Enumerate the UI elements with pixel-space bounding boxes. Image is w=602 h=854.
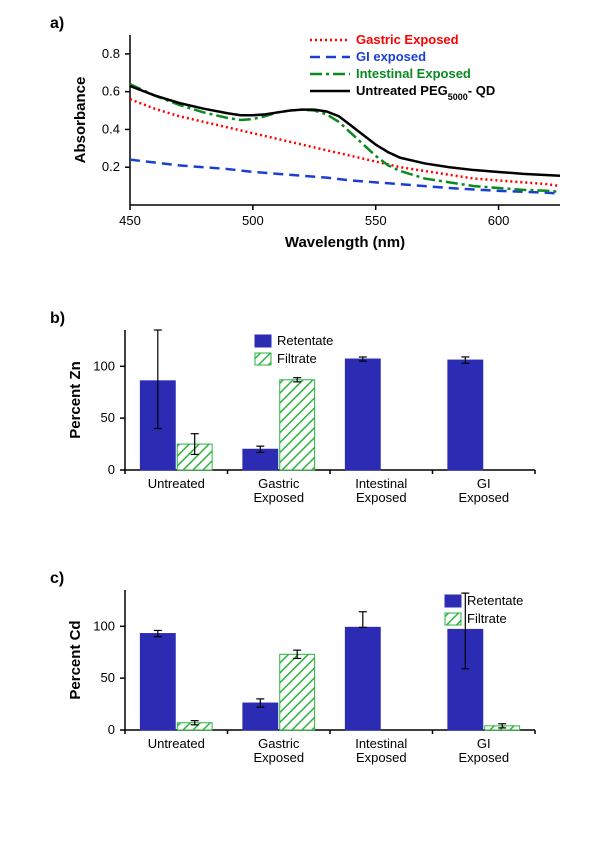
svg-text:Gastric: Gastric [258, 476, 300, 491]
legend: Gastric Exposed GI exposed Intestinal Expo… [310, 32, 495, 102]
svg-text:Absorbance: Absorbance [72, 77, 89, 164]
svg-text:Untreated: Untreated [148, 476, 205, 491]
panel-a: a) 4505005506000.20.40.60.8Wavelength (n… [20, 20, 582, 280]
panel-a-label: a) [50, 15, 64, 33]
svg-text:450: 450 [119, 213, 141, 228]
series-untreated-peg5000-qd [130, 86, 560, 176]
svg-text:Percent Cd: Percent Cd [67, 620, 84, 699]
svg-text:Retentate: Retentate [277, 333, 333, 348]
svg-text:Untreated PEG5000- QD: Untreated PEG5000- QD [356, 83, 495, 102]
svg-text:Gastric Exposed: Gastric Exposed [356, 32, 459, 47]
percent-cd-chart: 050100Percent CdUntreatedGastricExposedI… [55, 570, 575, 795]
bar-filtrate-1 [280, 654, 315, 730]
bar-filtrate-1 [280, 380, 315, 470]
svg-text:0.4: 0.4 [102, 121, 120, 136]
svg-text:0.2: 0.2 [102, 159, 120, 174]
svg-text:0: 0 [108, 722, 115, 737]
series-gastric-exposed [130, 99, 560, 186]
svg-text:Exposed: Exposed [458, 490, 509, 505]
svg-text:0.6: 0.6 [102, 84, 120, 99]
svg-text:100: 100 [93, 358, 115, 373]
panel-b-label: b) [50, 310, 65, 328]
svg-text:Filtrate: Filtrate [277, 351, 317, 366]
svg-text:500: 500 [242, 213, 264, 228]
svg-text:Percent Zn: Percent Zn [67, 361, 84, 439]
svg-text:Filtrate: Filtrate [467, 611, 507, 626]
svg-text:Intestinal: Intestinal [355, 476, 407, 491]
percent-zn-chart: 050100Percent ZnUntreatedGastricExposedI… [55, 310, 575, 535]
legend: Retentate Filtrate [255, 333, 333, 366]
svg-text:0.8: 0.8 [102, 46, 120, 61]
svg-text:Intestinal: Intestinal [355, 736, 407, 751]
svg-text:600: 600 [488, 213, 510, 228]
series-intestinal-exposed [130, 84, 560, 192]
bar-retentate-0 [140, 634, 175, 730]
panel-c-label: c) [50, 570, 64, 588]
bar-retentate-3 [448, 360, 483, 470]
svg-text:Exposed: Exposed [356, 750, 407, 765]
svg-text:Wavelength (nm): Wavelength (nm) [285, 234, 405, 251]
svg-text:50: 50 [101, 410, 115, 425]
panel-c: c) 050100Percent CdUntreatedGastricExpos… [20, 570, 582, 800]
svg-text:Exposed: Exposed [253, 490, 304, 505]
svg-text:Untreated: Untreated [148, 736, 205, 751]
svg-text:100: 100 [93, 618, 115, 633]
bar-retentate-2 [345, 359, 380, 470]
svg-text:Exposed: Exposed [458, 750, 509, 765]
svg-text:GI: GI [477, 476, 491, 491]
svg-text:550: 550 [365, 213, 387, 228]
bar-retentate-2 [345, 627, 380, 730]
legend: Retentate Filtrate [445, 593, 523, 626]
svg-text:GI exposed: GI exposed [356, 49, 426, 64]
svg-text:GI: GI [477, 736, 491, 751]
svg-text:Exposed: Exposed [356, 490, 407, 505]
svg-text:0: 0 [108, 462, 115, 477]
svg-text:Intestinal Exposed: Intestinal Exposed [356, 66, 471, 81]
panel-b: b) 050100Percent ZnUntreatedGastricExpos… [20, 310, 582, 540]
svg-text:Exposed: Exposed [253, 750, 304, 765]
svg-text:Retentate: Retentate [467, 593, 523, 608]
absorbance-chart: 450 500 550 600 0.2 0.4 0.6 0.8 Wavelength (nm) A… [60, 20, 580, 270]
svg-text:Gastric: Gastric [258, 736, 300, 751]
svg-text:50: 50 [101, 670, 115, 685]
